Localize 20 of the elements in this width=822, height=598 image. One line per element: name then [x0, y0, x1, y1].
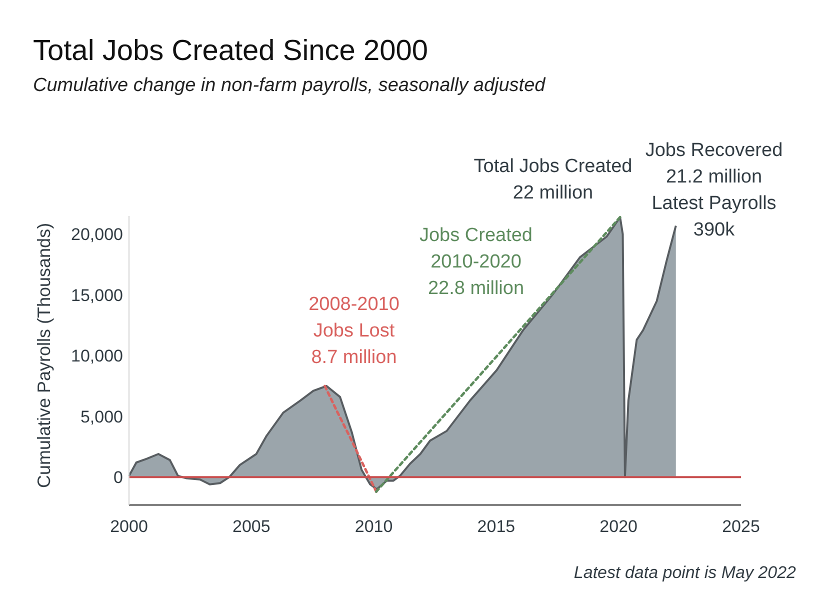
x-tick-label: 2025	[722, 517, 760, 536]
x-tick-label: 2020	[600, 517, 638, 536]
x-tick-label: 2015	[477, 517, 516, 536]
y-tick-label: 0	[114, 468, 123, 488]
line-series	[324, 384, 378, 493]
y-tick-label: 5,000	[80, 407, 123, 426]
x-tick-label: 2010	[354, 517, 393, 536]
text: Total Jobs Created 22 million	[474, 156, 632, 204]
annotation: Jobs Recovered 21.2 million Latest Payrolls 390k	[645, 140, 783, 240]
y-tick-label: 10,000	[71, 346, 123, 366]
chart-subtitle: Cumulative change in non-farm payrolls, seasonally adjusted	[33, 75, 547, 96]
y-tick-label: 15,000	[71, 286, 123, 305]
annotation: 2008-2010 Jobs Lost 8.7 million	[308, 294, 400, 368]
y-tick-label: 20,000	[71, 225, 123, 244]
x-tick-label: 2000	[110, 517, 148, 536]
text: Latest data point is May 2022	[574, 563, 797, 582]
x-tick-label: 2005	[232, 517, 270, 536]
y-axis-title: Cumulative Payrolls (Thousands)	[34, 222, 54, 488]
chart-title: Total Jobs Created Since 2000	[33, 35, 428, 67]
annotation: Jobs Created 2010-2020 22.8 million	[419, 225, 533, 299]
